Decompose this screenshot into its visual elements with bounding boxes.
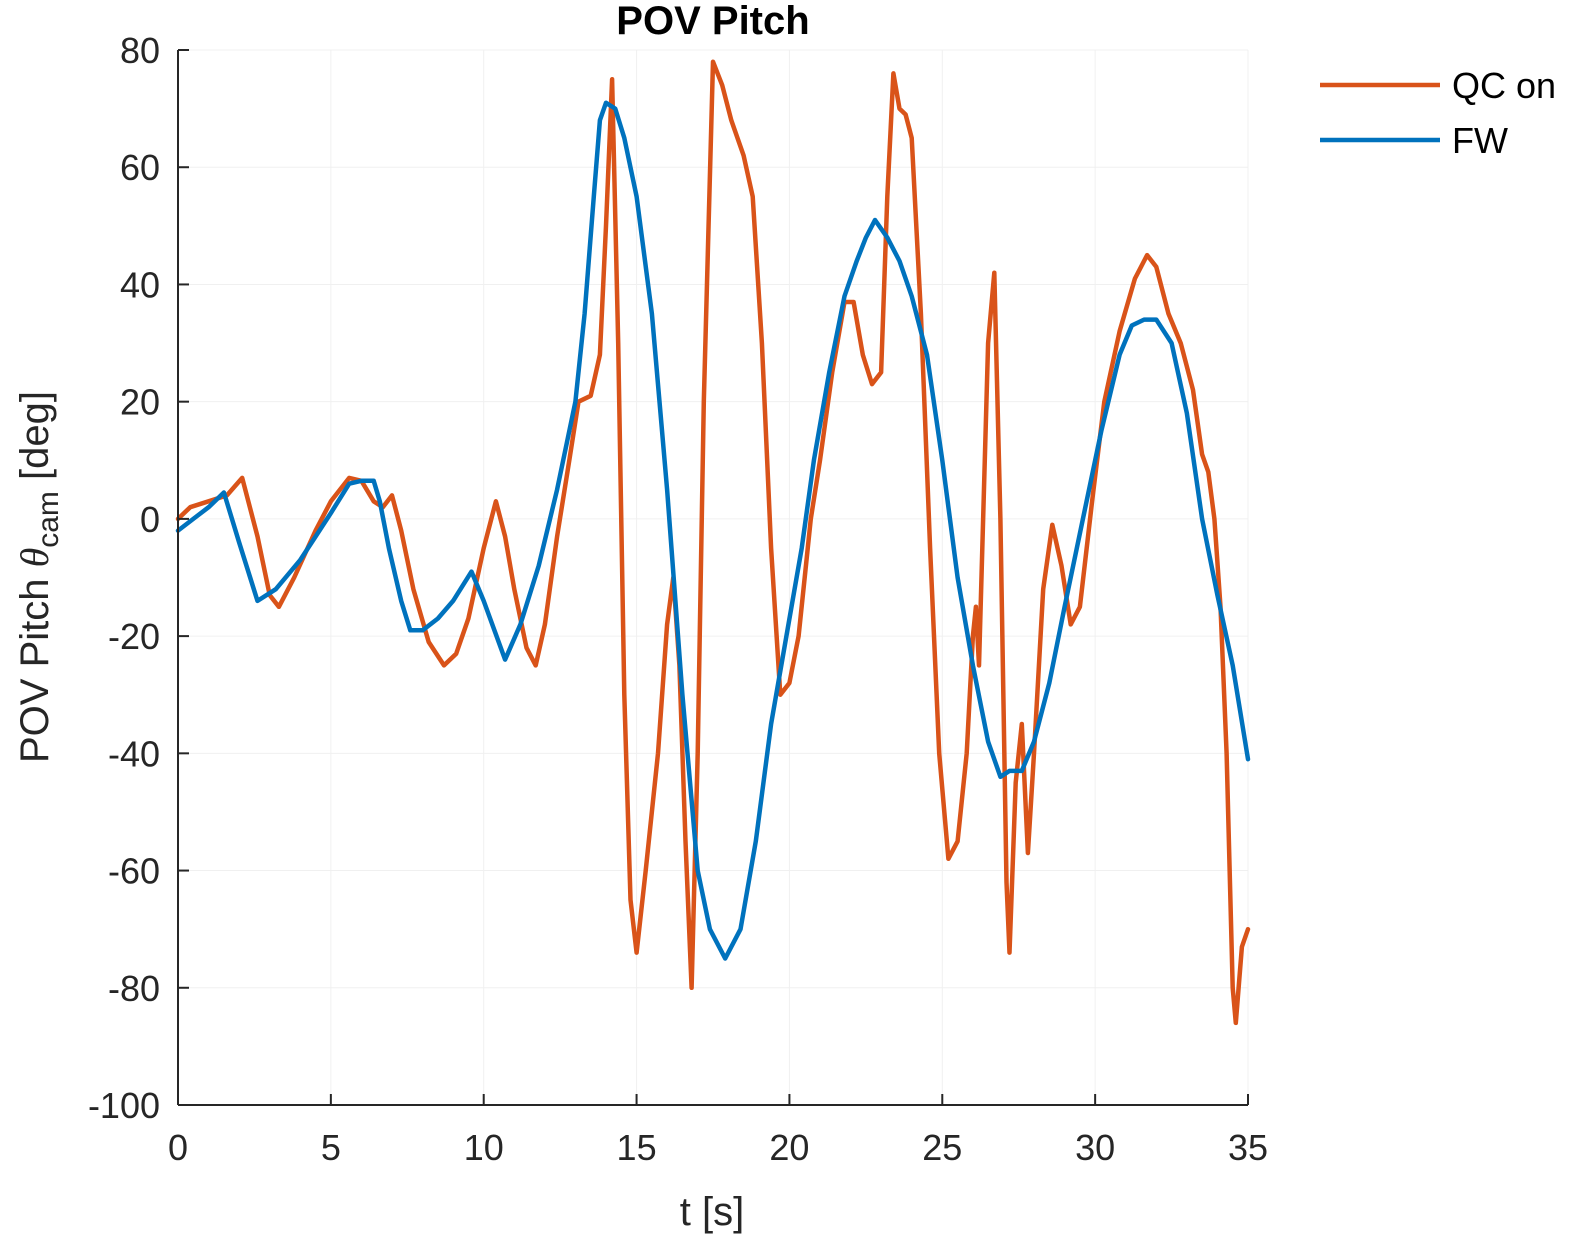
legend-label-fw: FW — [1452, 120, 1508, 161]
x-tick-label: 35 — [1228, 1127, 1268, 1168]
legend-label-qc-on: QC on — [1452, 65, 1556, 106]
series-line-fw — [175, 100, 1251, 961]
x-tick-label: 15 — [617, 1127, 657, 1168]
y-tick-label: -100 — [88, 1085, 160, 1126]
x-tick-label: 5 — [321, 1127, 341, 1168]
y-tick-label: 0 — [140, 499, 160, 540]
tick-marks — [177, 49, 1249, 1106]
y-tick-label: 40 — [120, 264, 160, 305]
y-axis-label-subscript: cam — [32, 491, 65, 548]
y-tick-label: -40 — [108, 733, 160, 774]
y-axis-label-unit: [deg] — [13, 391, 57, 491]
y-axis-label-main: POV Pitch — [13, 567, 57, 763]
y-axis-label-symbol: θ — [12, 548, 57, 568]
y-tick-label: -60 — [108, 851, 160, 892]
chart-title: POV Pitch — [616, 0, 809, 43]
x-tick-label: 20 — [769, 1127, 809, 1168]
tick-labels: 0 5 10 15 20 25 30 35 -100 -80 -60 -40 -20 0 20 40 60 80 — [88, 30, 1268, 1168]
y-axis-label: POV Pitch θcam [deg] — [12, 391, 65, 763]
plot-series — [175, 59, 1251, 1026]
y-tick-label: -80 — [108, 968, 160, 1009]
y-tick-label: 80 — [120, 30, 160, 71]
x-tick-label: 30 — [1075, 1127, 1115, 1168]
legend: QC on FW — [1320, 65, 1556, 161]
axes — [177, 50, 1248, 1106]
y-tick-label: 20 — [120, 382, 160, 423]
y-tick-label: 60 — [120, 147, 160, 188]
x-axis-label: t [s] — [680, 1190, 744, 1234]
x-tick-label: 0 — [168, 1127, 188, 1168]
x-tick-label: 10 — [464, 1127, 504, 1168]
grid-lines — [177, 49, 1249, 1106]
series-line-qc-on — [175, 59, 1251, 1026]
y-tick-label: -20 — [108, 616, 160, 657]
x-tick-label: 25 — [922, 1127, 962, 1168]
